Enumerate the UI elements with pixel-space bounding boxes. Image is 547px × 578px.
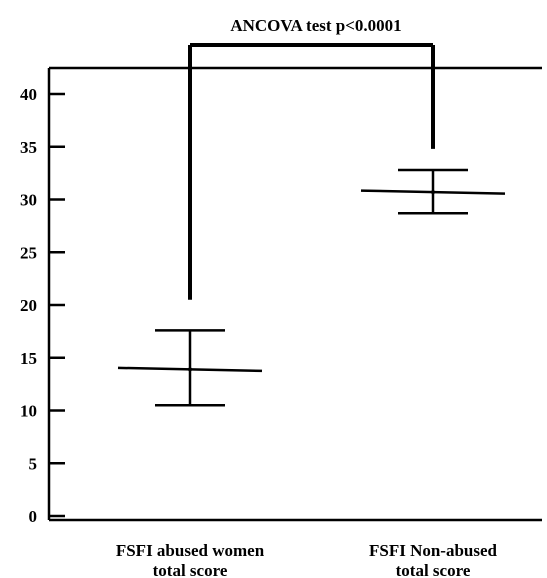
- y-tick-label: 0: [29, 507, 38, 526]
- y-tick-label: 40: [20, 85, 37, 104]
- y-axis-ticks: 0 5 10 15 20 25 30 35 40: [20, 85, 65, 526]
- y-tick-label: 5: [29, 454, 38, 473]
- y-tick-label: 30: [20, 191, 37, 210]
- data-marks: [117, 168, 506, 407]
- x-category-label: FSFI abused women: [116, 541, 265, 560]
- mean-point: [188, 367, 192, 372]
- y-tick-label: 25: [20, 243, 37, 262]
- x-category-label: total score: [396, 561, 471, 578]
- y-tick-label: 20: [20, 296, 37, 315]
- significance-bracket: [188, 43, 435, 300]
- x-category-label: FSFI Non-abused: [369, 541, 498, 560]
- y-tick-label: 10: [20, 402, 37, 421]
- y-tick-label: 35: [20, 138, 37, 157]
- annotation-text: ANCOVA test p<0.0001: [230, 16, 401, 35]
- mean-point: [431, 190, 435, 195]
- y-tick-label: 15: [20, 349, 37, 368]
- x-category-label: total score: [153, 561, 228, 578]
- chart-axes: [47, 66, 542, 522]
